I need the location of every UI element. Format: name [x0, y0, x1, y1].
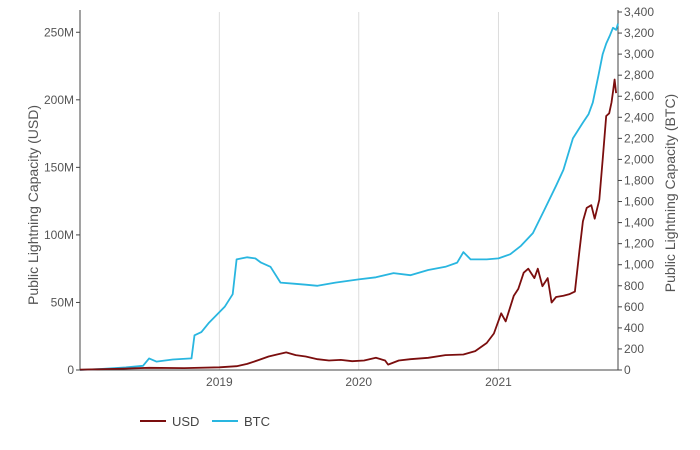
gridlines [218, 12, 499, 370]
right-tick-label: 0 [624, 363, 631, 377]
series-line-usd [79, 78, 617, 371]
right-tick-label: 3,000 [624, 47, 654, 61]
left-tick-label: 50M [51, 295, 74, 309]
right-tick-label: 3,200 [624, 26, 654, 40]
x-tick-2019: 2019 [206, 375, 233, 389]
left-tick-label: 250M [44, 25, 74, 39]
left-tick-label: 100M [44, 228, 74, 242]
right-tick-label: 3,400 [624, 5, 654, 19]
legend[interactable]: USD BTC [140, 414, 270, 429]
right-tick-label: 200 [624, 342, 644, 356]
right-axis-ticks: 0 200 400 600 800 1,000 1,200 1,400 1,600 1,800 2,… [618, 5, 654, 377]
right-axis-title: Public Lightning Capacity (BTC) [662, 94, 678, 292]
x-tick-2020: 2020 [345, 375, 372, 389]
right-tick-label: 600 [624, 300, 644, 314]
right-tick-label: 1,000 [624, 258, 654, 272]
left-axis-ticks: 0 50M 100M 150M 200M 250M [44, 25, 80, 377]
right-tick-label: 1,200 [624, 237, 654, 251]
x-axis-ticks: 2019 2020 2021 [206, 375, 512, 389]
right-tick-label: 2,200 [624, 131, 654, 145]
right-tick-label: 800 [624, 279, 644, 293]
legend-item-btc[interactable]: BTC [212, 414, 270, 429]
left-tick-label: 0 [67, 363, 74, 377]
right-tick-label: 1,800 [624, 173, 654, 187]
left-tick-label: 150M [44, 160, 74, 174]
legend-label-usd: USD [172, 414, 199, 429]
series-layer [79, 23, 619, 371]
legend-label-btc: BTC [244, 414, 270, 429]
left-tick-label: 200M [44, 93, 74, 107]
right-tick-label: 1,400 [624, 216, 654, 230]
legend-item-usd[interactable]: USD [140, 414, 199, 429]
right-tick-label: 2,000 [624, 152, 654, 166]
right-tick-label: 2,400 [624, 110, 654, 124]
right-tick-label: 2,600 [624, 89, 654, 103]
right-tick-label: 400 [624, 321, 644, 335]
left-axis-title: Public Lightning Capacity (USD) [25, 105, 41, 305]
axes [79, 10, 619, 371]
x-tick-2021: 2021 [485, 375, 512, 389]
right-tick-label: 1,600 [624, 195, 654, 209]
right-tick-label: 2,800 [624, 68, 654, 82]
series-line-btc [79, 23, 619, 371]
